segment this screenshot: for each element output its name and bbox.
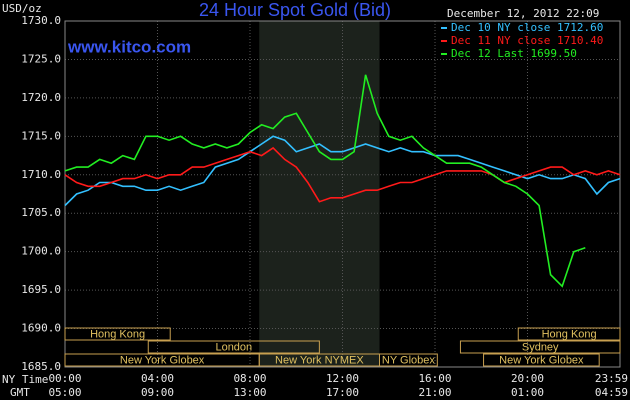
website: www.kitco.com — [67, 37, 191, 56]
y-tick-label: 1700.0 — [21, 245, 61, 258]
y-tick-label: 1695.0 — [21, 283, 61, 296]
session-label: Hong Kong — [90, 328, 145, 340]
x-tick-label: 20:00 — [511, 372, 544, 385]
y-tick-label: 1705.0 — [21, 206, 61, 219]
y-unit-label: USD/oz — [2, 2, 42, 15]
session-label: Sydney — [522, 341, 559, 353]
x2-axis-label: GMT — [10, 386, 30, 399]
legend-label: Dec 11 NY close 1710.40 — [451, 34, 603, 47]
x-tick-label: 12:00 — [326, 372, 359, 385]
plot-frame — [64, 20, 621, 368]
chart-title: 24 Hour Spot Gold (Bid) — [199, 0, 391, 20]
session-label: New York NYMEX — [275, 354, 364, 366]
x-axis-label: NY Time — [2, 373, 48, 386]
x2-tick-label: 01:00 — [511, 386, 544, 399]
x2-tick-label: 04:59 — [595, 386, 628, 399]
x-tick-label: 04:00 — [141, 372, 174, 385]
y-tick-label: 1690.0 — [21, 322, 61, 335]
legend-label: Dec 10 NY close 1712.60 — [451, 21, 603, 34]
session-box — [483, 353, 600, 367]
series-line — [64, 74, 586, 288]
session-box — [379, 353, 438, 367]
x2-tick-label: 21:00 — [418, 386, 451, 399]
session-label: New York Globex — [499, 354, 584, 366]
session-box — [517, 327, 621, 341]
y-tick-label: 1725.0 — [21, 52, 61, 65]
session-label: Hong Kong — [542, 328, 597, 340]
legend-label: Dec 12 Last 1699.50 — [451, 47, 577, 60]
session-label: London — [215, 341, 252, 353]
session-box — [147, 340, 320, 354]
timestamp: December 12, 2012 22:09 — [447, 7, 599, 20]
x-tick-label: 00:00 — [48, 372, 81, 385]
x2-tick-label: 05:00 — [48, 386, 81, 399]
session-label: NY Globex — [382, 354, 435, 366]
x-tick-label: 16:00 — [418, 372, 451, 385]
y-tick-label: 1710.0 — [21, 168, 61, 181]
y-tick-label: 1720.0 — [21, 91, 61, 104]
series-line — [64, 135, 621, 207]
x2-tick-label: 09:00 — [141, 386, 174, 399]
session-shade — [259, 21, 380, 367]
series-line — [64, 146, 621, 203]
x2-tick-label: 13:00 — [233, 386, 266, 399]
session-box — [459, 340, 621, 354]
y-tick-label: 1715.0 — [21, 129, 61, 142]
session-label: New York Globex — [120, 354, 205, 366]
x-tick-label: 23:59 — [595, 372, 628, 385]
session-box — [64, 327, 171, 341]
x-tick-label: 08:00 — [233, 372, 266, 385]
y-tick-label: 1730.0 — [21, 14, 61, 27]
x2-tick-label: 17:00 — [326, 386, 359, 399]
y-tick-label: 1685.0 — [21, 360, 61, 373]
